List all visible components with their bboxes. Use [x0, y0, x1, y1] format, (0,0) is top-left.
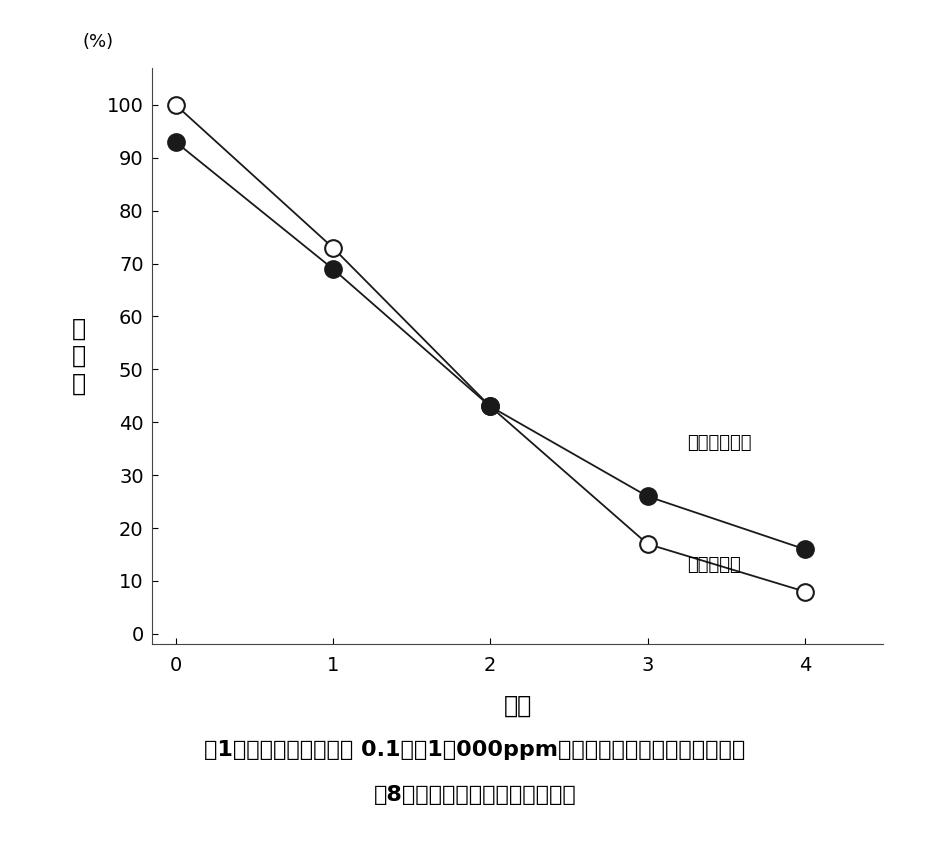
- Text: ガラス容器: ガラス容器: [687, 556, 741, 574]
- Text: 図1．　直射日光下での 0.1％（1，000ppm）次亜塗素ナトリウムの安定性: 図1． 直射日光下での 0.1％（1，000ppm）次亜塗素ナトリウムの安定性: [204, 740, 746, 761]
- Text: ペットボトル: ペットボトル: [687, 434, 751, 453]
- Y-axis label: 残
存
率: 残 存 率: [72, 316, 86, 396]
- X-axis label: 時間: 時間: [504, 694, 532, 718]
- Text: (%): (%): [83, 32, 114, 51]
- Text: （8月に山口県下で回答者測定）: （8月に山口県下で回答者測定）: [373, 784, 577, 805]
